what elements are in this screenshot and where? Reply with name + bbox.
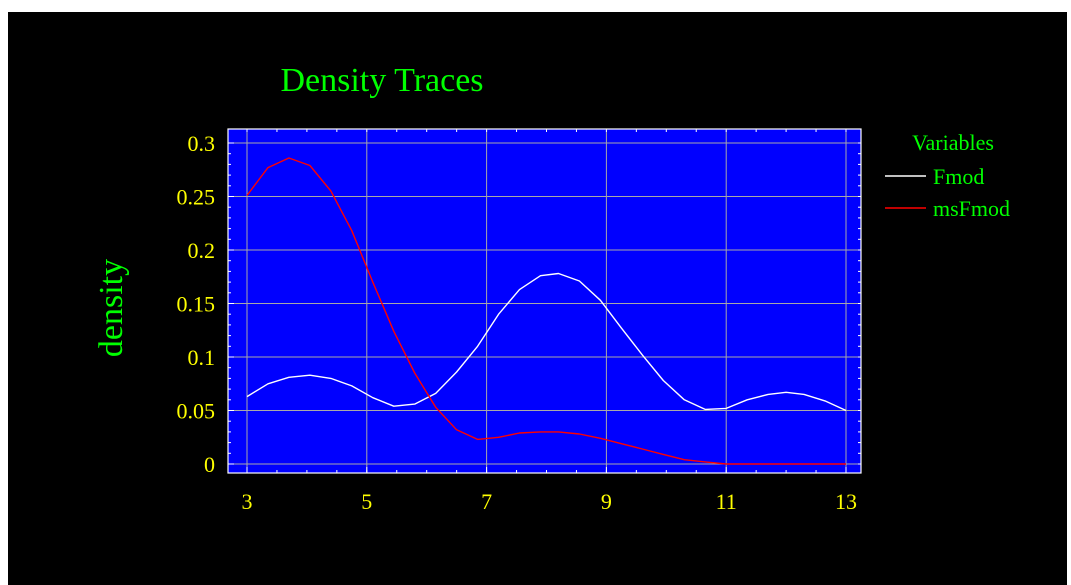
x-tick-label: 9 — [601, 489, 612, 514]
tick-labels: 3 5 7 9 11 13 0 0.05 0.1 0.15 0.2 0.25 0.3 — [177, 131, 858, 514]
y-tick-label: 0 — [204, 452, 215, 477]
x-tick-label: 3 — [242, 489, 253, 514]
y-tick-label: 0.05 — [177, 399, 216, 424]
y-axis-label: density — [93, 259, 130, 357]
x-tick-label: 13 — [835, 489, 857, 514]
y-tick-label: 0.2 — [188, 238, 216, 263]
y-tick-label: 0.25 — [177, 185, 216, 210]
x-tick-label: 11 — [716, 489, 737, 514]
plot-area — [227, 128, 862, 474]
legend-label-fmod: Fmod — [933, 164, 984, 189]
y-tick-label: 0.1 — [188, 345, 216, 370]
legend: Variables Fmod msFmod — [885, 130, 1010, 221]
x-tick-label: 7 — [481, 489, 492, 514]
series-line-fmod — [246, 272, 847, 412]
legend-title: Variables — [912, 130, 994, 155]
y-tick-label: 0.15 — [177, 292, 216, 317]
chart-title: Density Traces — [280, 62, 483, 99]
chart-canvas: Density Traces density 3 5 7 9 11 13 0 0.05 0.1 0… — [8, 12, 1067, 585]
x-tick-label: 5 — [361, 489, 372, 514]
legend-label-msfmod: msFmod — [933, 196, 1010, 221]
y-tick-label: 0.3 — [188, 131, 216, 156]
density-chart-svg: Density Traces density 3 5 7 9 11 13 0 0.05 0.1 0… — [93, 62, 1010, 514]
data-series — [246, 157, 847, 465]
series-line-msfmod — [246, 157, 846, 465]
axis-ticks — [228, 129, 861, 473]
